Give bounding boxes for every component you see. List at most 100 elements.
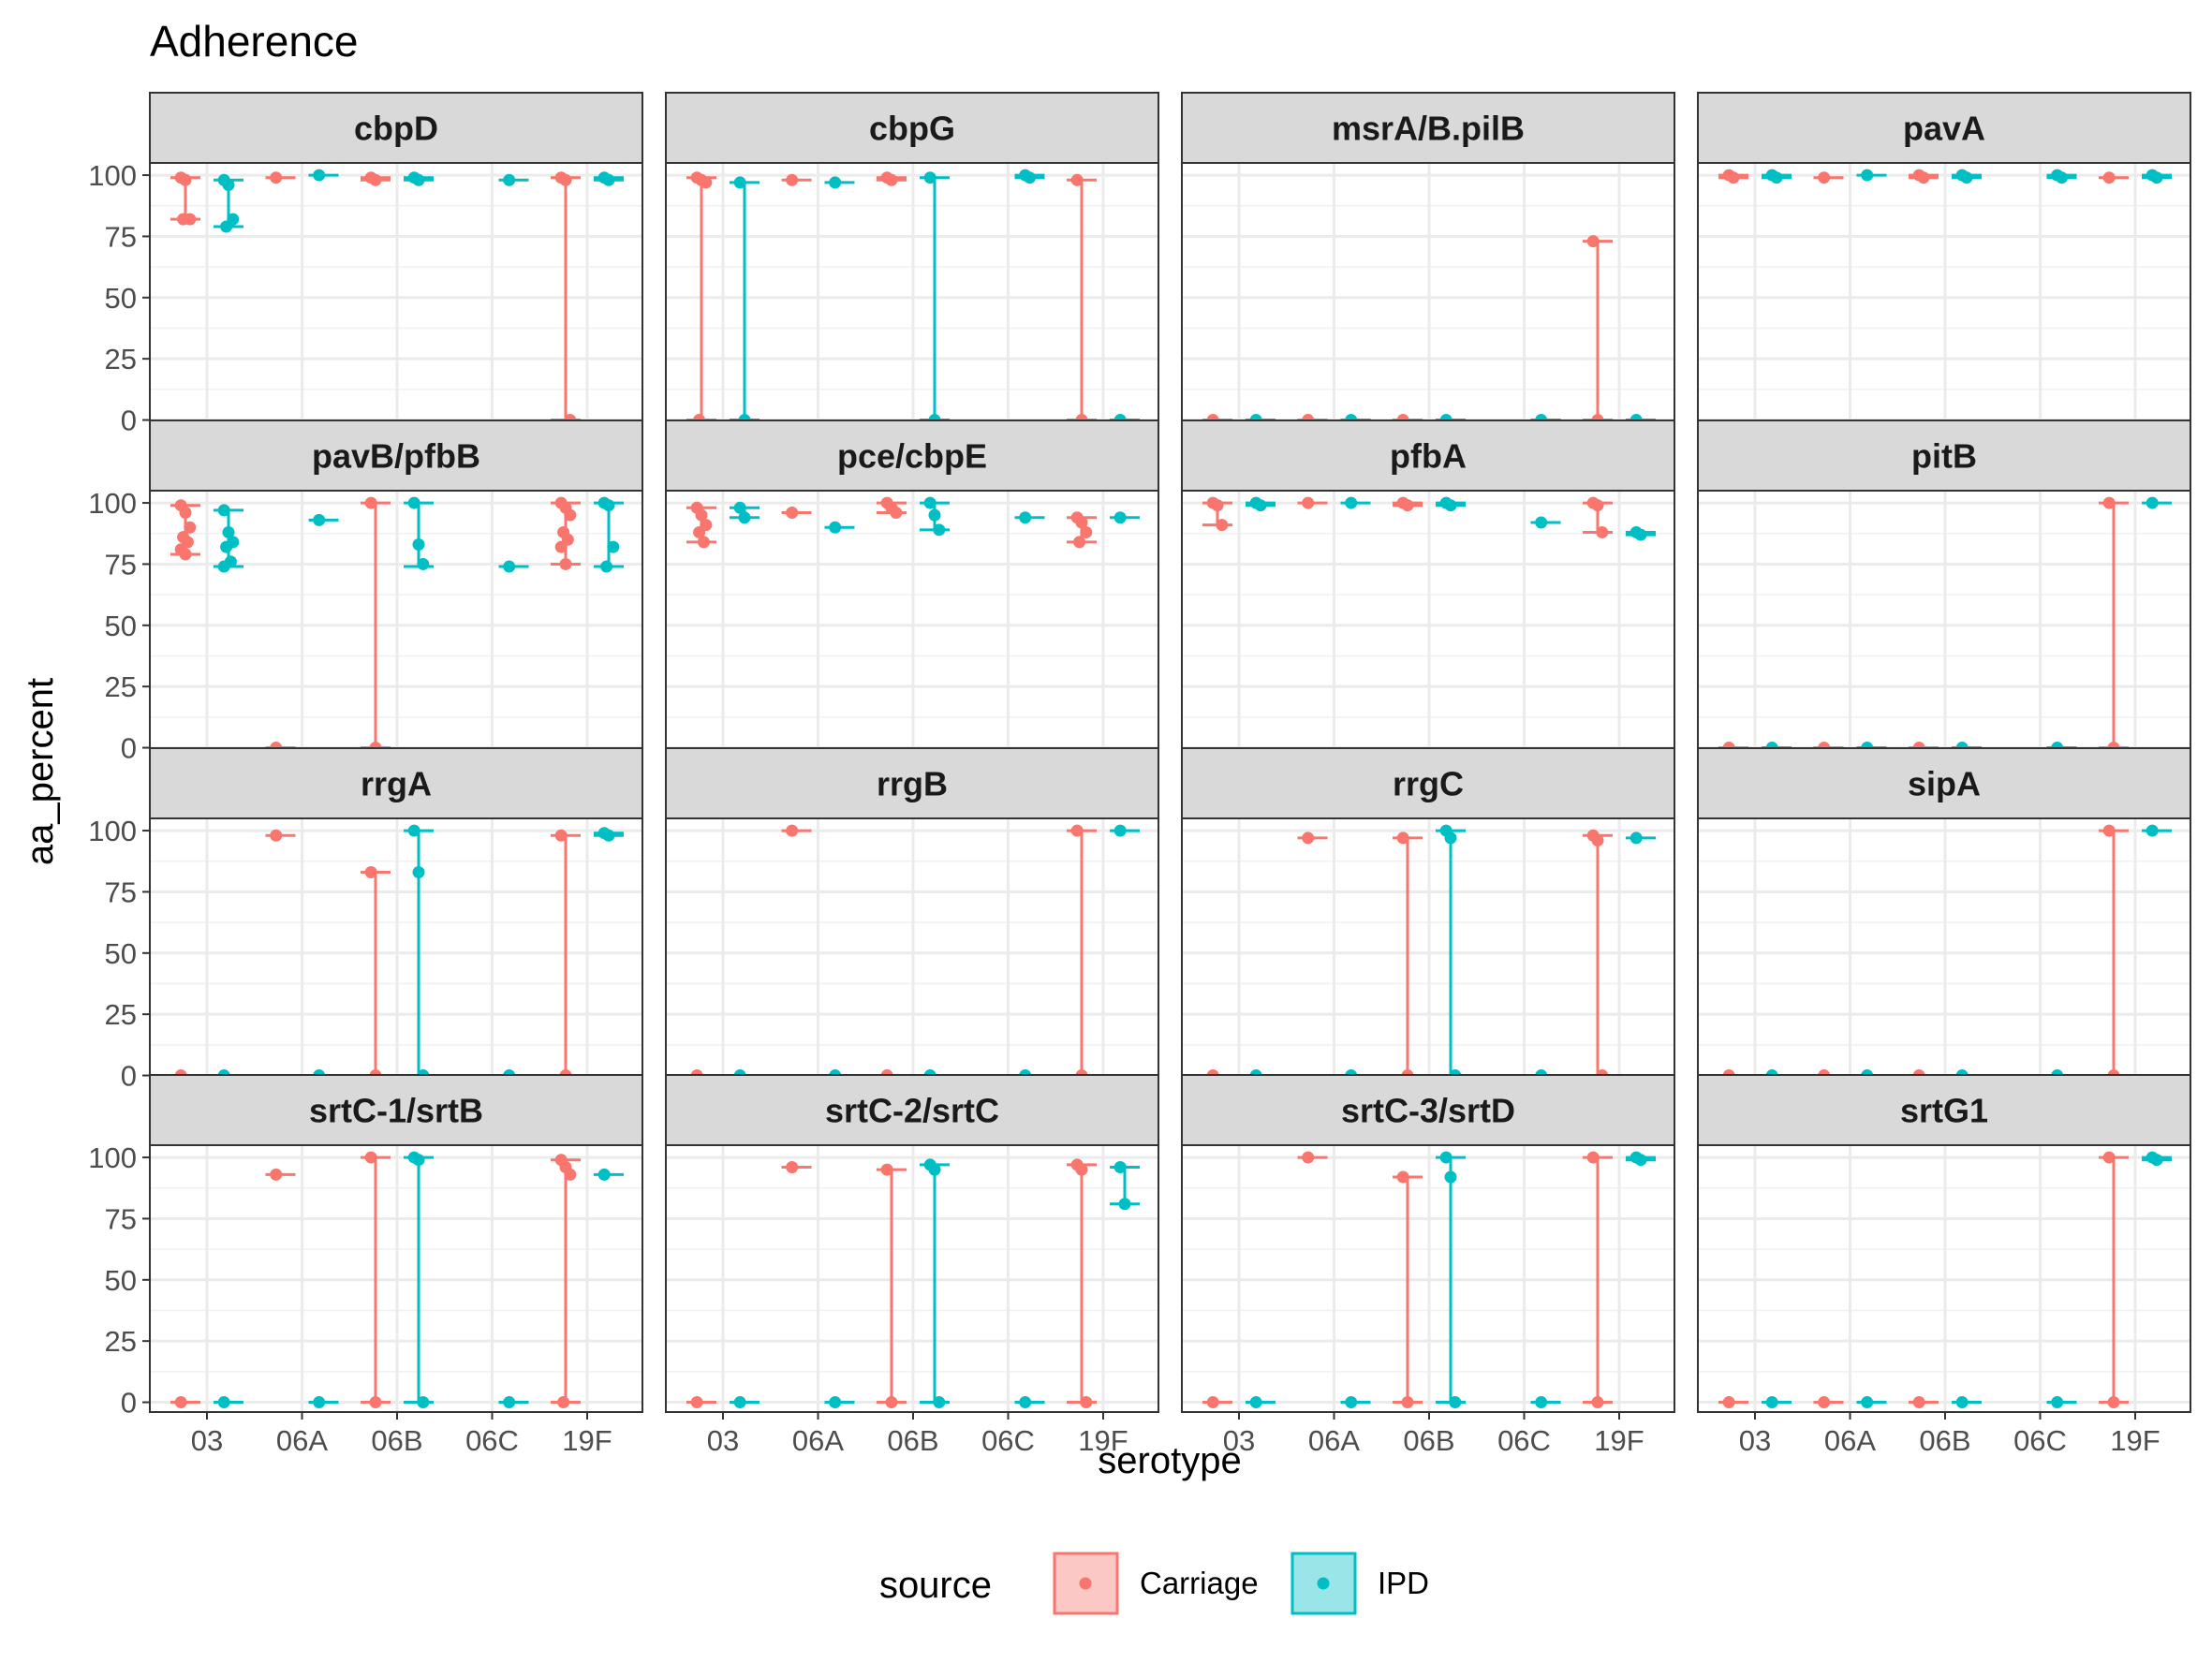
y-tick-label: 25 bbox=[105, 343, 137, 375]
violin-group bbox=[404, 496, 434, 570]
data-point bbox=[217, 1396, 230, 1409]
facet-strip-label: srtC-3/srtD bbox=[1341, 1092, 1515, 1130]
data-point bbox=[1722, 1396, 1735, 1409]
violin-group bbox=[498, 173, 529, 186]
x-tick-label: 06A bbox=[792, 1424, 844, 1457]
data-point bbox=[829, 521, 842, 534]
facet-strip bbox=[1181, 419, 1675, 492]
data-point bbox=[412, 173, 425, 186]
violin-group bbox=[214, 1396, 243, 1409]
data-point bbox=[222, 179, 235, 192]
data-point bbox=[738, 511, 751, 524]
data-point bbox=[2150, 1154, 2163, 1167]
data-point bbox=[1075, 516, 1088, 529]
data-point bbox=[1586, 1151, 1600, 1164]
data-point bbox=[1019, 511, 1032, 524]
legend-key-point bbox=[1079, 1577, 1092, 1590]
y-tick-label: 100 bbox=[88, 487, 137, 520]
facet-strip bbox=[149, 747, 643, 819]
data-point bbox=[1302, 1151, 1315, 1164]
violin-group bbox=[1202, 1396, 1232, 1409]
violin-group bbox=[2099, 1151, 2129, 1409]
violin-group bbox=[1718, 169, 1748, 184]
data-point bbox=[933, 523, 946, 537]
facet-panel: srtC-1/srtB 0 25 50 75 100 03 06A 06B 06C 19F bbox=[88, 1074, 643, 1457]
data-point bbox=[933, 1396, 946, 1409]
y-tick-label: 25 bbox=[105, 1325, 137, 1358]
data-point bbox=[1818, 1396, 1831, 1409]
y-tick-label: 50 bbox=[105, 1264, 137, 1297]
y-tick-label: 0 bbox=[121, 405, 137, 437]
violin-group bbox=[1626, 1151, 1656, 1167]
violin-group bbox=[1246, 1396, 1276, 1409]
x-tick-label: 19F bbox=[1594, 1424, 1644, 1457]
data-point bbox=[733, 176, 746, 189]
facet-panel: cbpG bbox=[665, 92, 1159, 431]
violin-group bbox=[1014, 511, 1045, 524]
data-point bbox=[1019, 1396, 1032, 1409]
data-point bbox=[2150, 171, 2163, 184]
data-point bbox=[1770, 171, 1783, 184]
data-point bbox=[700, 176, 713, 189]
violin-group bbox=[1718, 1396, 1748, 1409]
data-point bbox=[270, 171, 283, 184]
x-tick-label: 06B bbox=[887, 1424, 938, 1457]
data-point bbox=[1444, 832, 1457, 845]
data-point bbox=[217, 560, 230, 573]
violin-group bbox=[1393, 496, 1423, 512]
data-point bbox=[369, 1396, 382, 1409]
violin-group bbox=[170, 499, 200, 561]
violin-group bbox=[877, 1163, 907, 1409]
violin-group bbox=[361, 171, 391, 186]
data-point bbox=[690, 1396, 703, 1409]
data-point bbox=[1634, 1154, 1647, 1167]
violin-group bbox=[594, 827, 624, 842]
data-point bbox=[1113, 511, 1127, 524]
data-point bbox=[829, 176, 842, 189]
data-point bbox=[564, 508, 577, 522]
facet-panel: sipA bbox=[1697, 747, 2191, 1086]
facet-strip-label: srtC-1/srtB bbox=[309, 1092, 483, 1130]
data-point bbox=[597, 1168, 611, 1181]
data-point bbox=[270, 829, 283, 842]
panels-layer: cbpD 0 25 50 75 100 cbpG msrA/B.pilB pavA pavB/pf… bbox=[88, 92, 2191, 1457]
violin-group bbox=[265, 829, 296, 842]
data-point bbox=[220, 540, 233, 553]
x-tick-label: 06C bbox=[2013, 1424, 2067, 1457]
facet-strip-label: srtG1 bbox=[1900, 1092, 1988, 1130]
x-tick-label: 06C bbox=[465, 1424, 519, 1457]
data-point bbox=[1080, 525, 1093, 538]
data-point bbox=[179, 548, 192, 561]
y-axis-label: aa_percent bbox=[20, 678, 61, 865]
data-point bbox=[602, 173, 615, 186]
violin-group bbox=[265, 1168, 296, 1181]
data-point bbox=[928, 508, 941, 522]
facet-strip bbox=[665, 92, 1159, 164]
violin-group bbox=[361, 1151, 391, 1409]
violin-group bbox=[1762, 1396, 1792, 1409]
violin-group bbox=[1202, 496, 1232, 532]
data-point bbox=[885, 1396, 898, 1409]
data-point bbox=[1080, 1396, 1093, 1409]
data-point bbox=[1118, 1198, 1131, 1211]
violin-group bbox=[404, 1151, 434, 1409]
x-tick-label: 06C bbox=[981, 1424, 1035, 1457]
violin-group bbox=[308, 1396, 339, 1409]
data-point bbox=[786, 1161, 799, 1174]
facet-strip bbox=[1181, 1074, 1675, 1146]
facet-strip-label: rrgB bbox=[877, 765, 948, 803]
facet-strip bbox=[1181, 92, 1675, 164]
facet-strip-label: sipA bbox=[1908, 765, 1981, 803]
violin-group bbox=[170, 171, 200, 226]
violin-group bbox=[1909, 169, 1939, 184]
data-point bbox=[1401, 499, 1414, 512]
y-tick-label: 75 bbox=[105, 876, 137, 908]
facet-strip-label: pavB/pfbB bbox=[312, 437, 480, 476]
data-point bbox=[1075, 1163, 1088, 1176]
data-point bbox=[786, 824, 799, 837]
facet-panel: msrA/B.pilB bbox=[1181, 92, 1675, 431]
data-point bbox=[1070, 173, 1084, 186]
data-point bbox=[1535, 1396, 1548, 1409]
facet-panel: rrgC bbox=[1181, 747, 1675, 1086]
data-point bbox=[220, 220, 233, 233]
